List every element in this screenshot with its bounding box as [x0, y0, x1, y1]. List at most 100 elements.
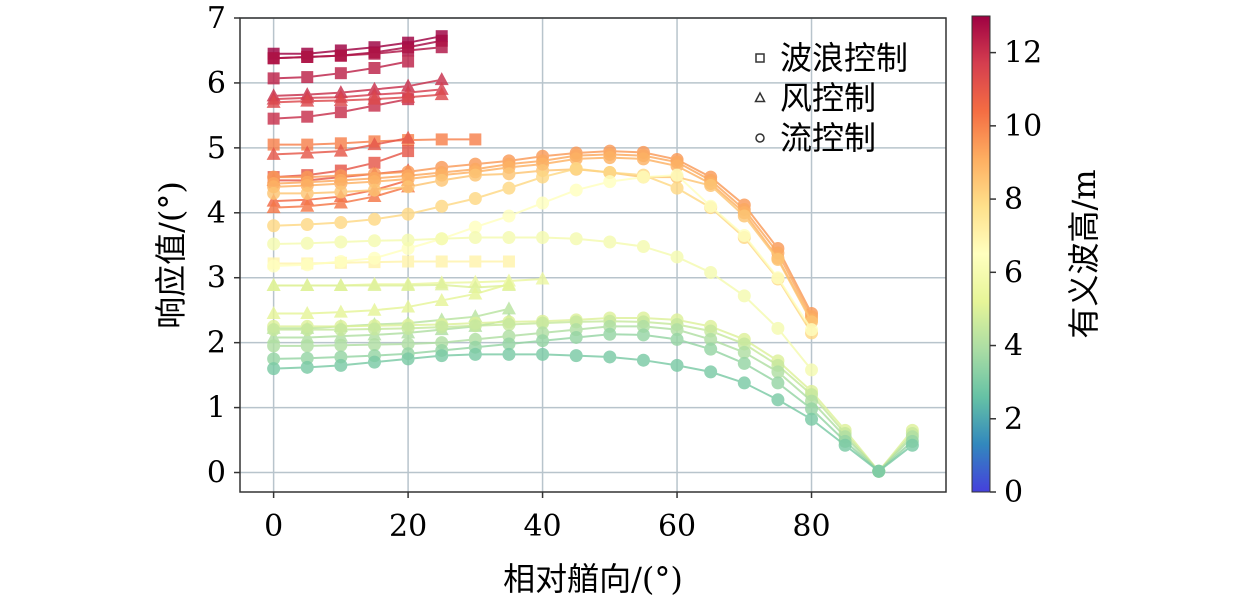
data-point-square	[402, 44, 415, 57]
data-point-square	[402, 145, 415, 158]
colorbar-title: 有义波高/m	[1065, 169, 1103, 338]
data-point-triangle	[266, 200, 281, 214]
data-point-circle	[536, 347, 550, 361]
data-point-square	[469, 255, 482, 268]
legend-label: 风控制	[780, 79, 876, 117]
data-point-circle	[300, 186, 314, 200]
data-point-circle	[300, 323, 314, 337]
data-point-square	[301, 50, 314, 63]
data-point-circle	[300, 360, 314, 374]
data-point-circle	[401, 321, 415, 335]
data-point-circle	[603, 350, 617, 364]
data-point-circle	[838, 438, 852, 452]
data-point-circle	[636, 170, 650, 184]
y-ticks: 0 1 2 3 4 5 6 7	[207, 1, 240, 491]
data-point-triangle	[266, 278, 281, 292]
series-line	[273, 283, 510, 315]
data-point-circle	[502, 181, 516, 195]
data-point-circle	[771, 365, 785, 379]
data-point-square	[267, 138, 280, 151]
data-point-circle	[300, 217, 314, 231]
data-point-circle	[805, 323, 819, 337]
data-point-square	[334, 49, 347, 62]
y-tick-label: 3	[207, 261, 226, 296]
data-point-circle	[704, 179, 718, 193]
data-point-circle	[737, 229, 751, 243]
legend-marker-triangle	[754, 91, 766, 103]
data-point-circle	[569, 162, 583, 176]
x-tick-label: 20	[389, 509, 427, 544]
colorbar-ticks: 0 2 4 6 8 10 12	[990, 36, 1042, 510]
colorbar-tick-label: 4	[1004, 329, 1023, 364]
data-point-circle	[670, 323, 684, 337]
y-tick-label: 6	[207, 66, 226, 101]
data-point-triangle	[333, 304, 348, 318]
data-point-circle	[435, 199, 449, 213]
data-point-square	[469, 133, 482, 146]
data-point-circle	[401, 352, 415, 366]
data-point-triangle	[300, 278, 315, 292]
data-point-circle	[367, 251, 381, 265]
y-tick-label: 5	[207, 131, 226, 166]
data-point-circle	[704, 342, 718, 356]
data-point-circle	[603, 151, 617, 165]
data-point-circle	[805, 402, 819, 416]
data-point-square	[267, 112, 280, 125]
data-point-circle	[636, 240, 650, 254]
data-point-circle	[670, 168, 684, 182]
x-tick-label: 0	[264, 509, 283, 544]
data-point-circle	[704, 199, 718, 213]
data-point-circle	[267, 352, 281, 366]
series-circle	[267, 230, 819, 377]
data-point-circle	[334, 323, 348, 337]
data-point-circle	[536, 230, 550, 244]
data-point-circle	[401, 233, 415, 247]
data-point-circle	[569, 152, 583, 166]
series-triangle	[266, 276, 516, 319]
data-point-circle	[435, 320, 449, 334]
data-point-square	[301, 138, 314, 151]
data-point-circle	[334, 216, 348, 230]
colorbar-tick-label: 6	[1004, 255, 1023, 290]
data-point-triangle	[401, 299, 416, 313]
colorbar	[971, 15, 991, 493]
data-point-triangle	[333, 278, 348, 292]
data-point-circle	[603, 175, 617, 189]
colorbar-tick-label: 0	[1004, 475, 1023, 510]
x-tick-label: 40	[523, 509, 561, 544]
data-point-circle	[334, 185, 348, 199]
data-point-square	[435, 255, 448, 268]
data-point-square	[502, 255, 515, 268]
data-point-square	[368, 61, 381, 74]
legend-label: 波浪控制	[780, 39, 908, 77]
data-point-circle	[805, 412, 819, 426]
data-point-circle	[502, 347, 516, 361]
data-point-square	[368, 47, 381, 60]
x-tick-label: 60	[658, 509, 696, 544]
data-point-circle	[468, 347, 482, 361]
legend-label: 流控制	[780, 119, 876, 157]
data-point-triangle	[300, 93, 315, 107]
x-ticks: 0 20 40 60 80	[264, 492, 831, 544]
data-point-circle	[367, 212, 381, 226]
y-tick-label: 1	[207, 391, 226, 426]
data-point-circle	[300, 339, 314, 353]
data-point-circle	[704, 332, 718, 346]
series-square	[267, 55, 415, 85]
data-point-circle	[435, 232, 449, 246]
data-point-circle	[569, 232, 583, 246]
data-point-circle	[636, 152, 650, 166]
y-tick-label: 0	[207, 456, 226, 491]
data-point-triangle	[333, 92, 348, 106]
data-point-triangle	[501, 276, 516, 290]
data-point-square	[334, 106, 347, 119]
data-point-circle	[771, 271, 785, 285]
data-point-square	[267, 72, 280, 85]
data-point-square	[334, 137, 347, 150]
data-point-circle	[636, 328, 650, 342]
data-point-circle	[367, 183, 381, 197]
legend-marker-circle	[755, 133, 765, 143]
data-point-triangle	[468, 286, 483, 300]
data-point-circle	[334, 358, 348, 372]
